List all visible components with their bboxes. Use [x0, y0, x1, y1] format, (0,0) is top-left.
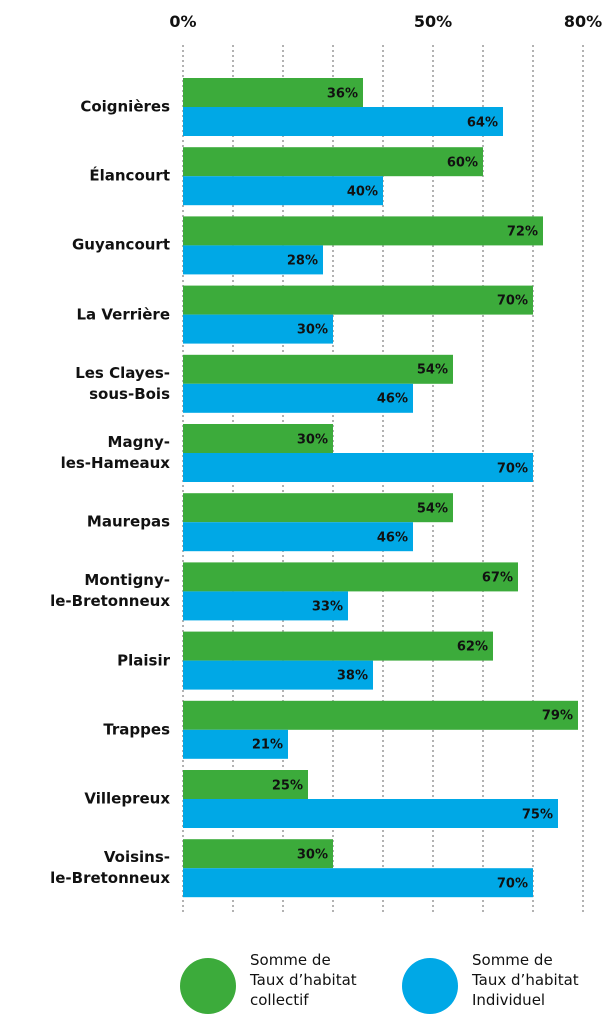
bar: [183, 107, 503, 136]
bar: [183, 245, 323, 275]
value-label: 46%: [376, 391, 408, 407]
bar: [183, 285, 533, 315]
value-label: 25%: [271, 778, 303, 793]
legend-swatch: [402, 958, 458, 1014]
category-label: Trappes: [103, 720, 170, 739]
value-label: 70%: [496, 876, 528, 892]
value-label: 28%: [286, 253, 318, 269]
category-label: La Verrière: [76, 305, 170, 324]
bar: [183, 770, 308, 799]
value-label: 72%: [506, 224, 538, 240]
value-label: 30%: [296, 432, 328, 447]
bar: [183, 78, 363, 107]
bar: [183, 591, 348, 621]
bar: [183, 493, 453, 523]
bar: [183, 314, 333, 344]
value-label: 40%: [346, 184, 378, 200]
bar: [183, 729, 288, 759]
bar: [183, 660, 373, 690]
bar: [183, 868, 533, 898]
legend-label: Somme de Taux d’habitat collectif: [250, 951, 357, 1009]
bar: [183, 631, 493, 661]
value-label: 38%: [336, 668, 368, 684]
legend-swatch: [180, 958, 236, 1014]
category-label: Voisins- le-Bretonneux: [50, 848, 170, 888]
bar: [183, 562, 518, 592]
bar: [183, 176, 383, 206]
bar: [183, 700, 578, 730]
value-label: 64%: [466, 115, 498, 130]
category-label: Maurepas: [86, 512, 170, 531]
value-label: 33%: [311, 599, 343, 615]
bar: [183, 453, 533, 482]
value-label: 30%: [296, 847, 328, 863]
bar: [183, 354, 453, 384]
category-label: Montigny- le-Bretonneux: [50, 571, 170, 611]
value-label: 21%: [251, 737, 283, 753]
category-label: Villepreux: [84, 789, 170, 808]
value-label: 54%: [416, 501, 448, 517]
x-tick-label: 50%: [413, 12, 453, 31]
category-label: Élancourt: [89, 166, 170, 185]
category-label: Les Clayes- sous-Bois: [75, 363, 170, 403]
bar: [183, 839, 333, 869]
category-label: Magny- les-Hameaux: [60, 433, 170, 472]
value-label: 46%: [376, 530, 408, 546]
value-label: 75%: [521, 807, 553, 822]
bar: [183, 147, 483, 177]
value-label: 79%: [541, 708, 573, 724]
bar: [183, 216, 543, 246]
category-label: Coignières: [80, 97, 170, 116]
category-label: Guyancourt: [71, 235, 170, 254]
legend-label: Somme de Taux d’habitat Individuel: [472, 951, 579, 1009]
value-label: 54%: [416, 362, 448, 378]
x-tick-label: 80%: [563, 12, 603, 31]
bar: [183, 383, 413, 413]
value-label: 70%: [496, 293, 528, 309]
value-label: 70%: [496, 461, 528, 476]
bar: [183, 799, 558, 828]
bar: [183, 522, 413, 552]
value-label: 30%: [296, 322, 328, 338]
category-label: Plaisir: [117, 651, 170, 670]
value-label: 60%: [446, 155, 478, 171]
value-label: 67%: [481, 570, 513, 586]
value-label: 36%: [326, 86, 358, 101]
bar: [183, 424, 333, 453]
value-label: 62%: [456, 639, 488, 655]
x-tick-label: 0%: [169, 12, 197, 31]
